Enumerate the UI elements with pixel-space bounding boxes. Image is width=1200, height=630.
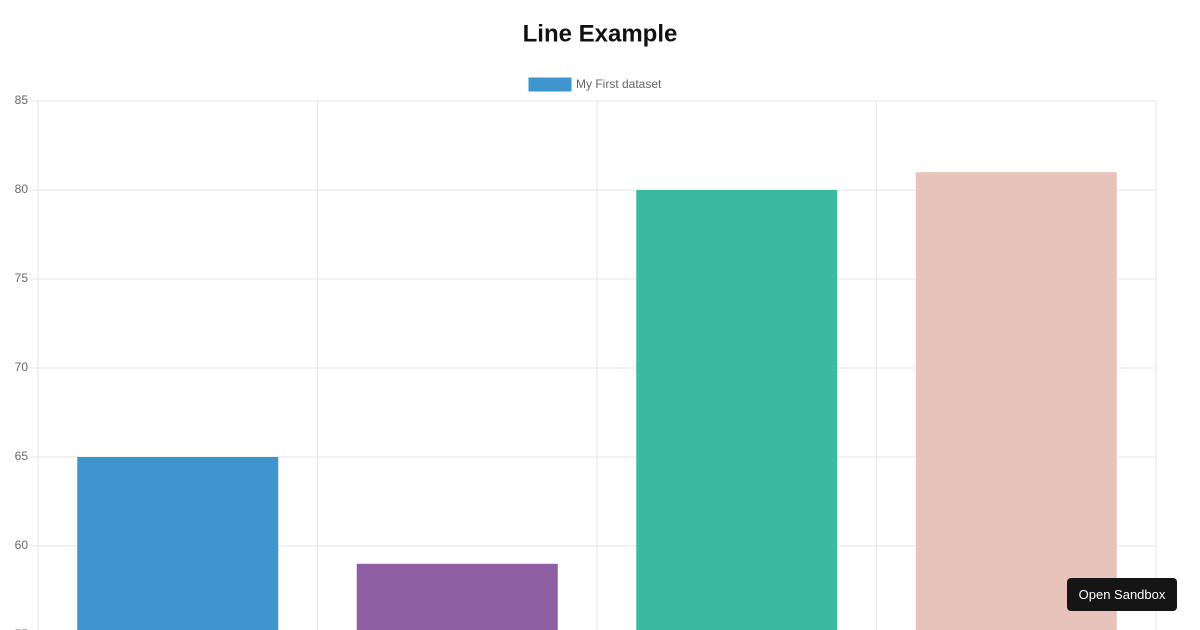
y-tick-label: 60 bbox=[15, 538, 29, 552]
y-tick-label: 75 bbox=[15, 271, 29, 285]
bar bbox=[915, 172, 1117, 630]
bar bbox=[636, 190, 838, 630]
legend-swatch bbox=[528, 77, 572, 92]
y-tick-label: 55 bbox=[15, 627, 29, 630]
bar bbox=[77, 457, 279, 630]
y-tick-label: 80 bbox=[15, 182, 29, 196]
chart-title: Line Example bbox=[523, 20, 678, 47]
open-sandbox-button[interactable]: Open Sandbox bbox=[1067, 578, 1177, 611]
y-tick-label: 85 bbox=[15, 93, 29, 107]
bar bbox=[356, 563, 558, 630]
y-tick-label: 65 bbox=[15, 449, 29, 463]
legend-label: My First dataset bbox=[576, 77, 662, 91]
y-tick-label: 70 bbox=[15, 360, 29, 374]
